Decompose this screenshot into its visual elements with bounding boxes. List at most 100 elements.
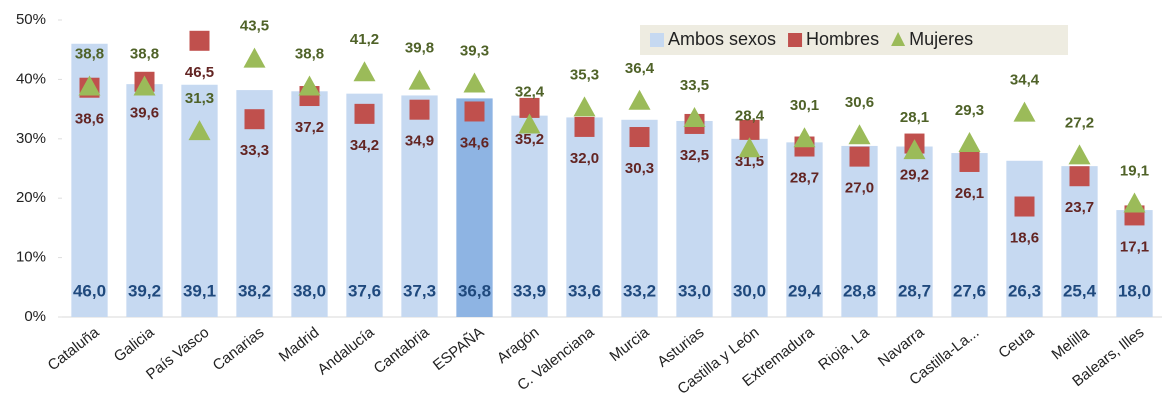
marker — [1123, 192, 1146, 213]
data-label: 33,9 — [513, 281, 546, 300]
data-label: 39,1 — [183, 281, 216, 300]
x-tick-label: Melilla — [1048, 323, 1092, 363]
marker — [573, 96, 596, 117]
x-tick-label: Murcia — [606, 323, 652, 365]
bar — [511, 115, 548, 317]
data-label: 30,1 — [790, 97, 819, 114]
marker — [464, 101, 485, 122]
data-label: 27,6 — [953, 281, 986, 300]
bar — [841, 145, 878, 317]
y-tick-label: 40% — [16, 70, 46, 87]
marker — [574, 116, 595, 137]
x-tick-label: Ceuta — [995, 323, 1038, 361]
data-label: 19,1 — [1120, 163, 1149, 180]
legend-label: Mujeres — [909, 29, 973, 49]
y-tick-label: 50% — [16, 11, 46, 28]
x-tick-label: Galicia — [111, 323, 158, 365]
data-label: 38,8 — [295, 45, 324, 62]
data-label: 27,0 — [845, 180, 874, 197]
data-label: 43,5 — [240, 18, 269, 35]
bar — [951, 153, 988, 317]
data-label: 38,0 — [293, 281, 326, 300]
data-label: 26,3 — [1008, 281, 1041, 300]
data-label: 38,6 — [75, 111, 104, 128]
data-label: 28,7 — [790, 169, 819, 186]
x-tick-label: Rioja, La — [815, 323, 873, 373]
marker — [1068, 144, 1091, 165]
data-label: 30,0 — [733, 281, 766, 300]
marker — [903, 139, 926, 160]
bar — [1061, 166, 1098, 317]
data-label: 29,4 — [788, 281, 822, 300]
data-label: 18,0 — [1118, 281, 1151, 300]
data-label: 46,0 — [73, 281, 106, 300]
data-label: 34,2 — [350, 137, 379, 154]
data-label: 34,6 — [460, 134, 489, 151]
data-label: 34,4 — [1010, 72, 1040, 89]
marker — [629, 127, 650, 148]
marker — [1013, 101, 1036, 122]
data-label: 36,4 — [625, 60, 655, 77]
bar — [1006, 160, 1043, 317]
bar — [896, 146, 933, 317]
data-label: 38,8 — [75, 45, 104, 62]
legend-swatch — [650, 33, 664, 47]
x-tick-label: Navarra — [875, 323, 928, 370]
bar — [1116, 210, 1153, 317]
marker — [849, 146, 870, 167]
marker — [78, 75, 101, 96]
data-label: 29,2 — [900, 167, 929, 184]
marker — [408, 69, 431, 90]
marker — [958, 131, 981, 152]
bar — [731, 138, 768, 317]
bar — [676, 120, 713, 317]
marker — [518, 113, 541, 134]
x-tick-label: Cantabria — [371, 323, 433, 377]
data-label: 17,1 — [1120, 238, 1149, 255]
data-label: 28,4 — [735, 107, 765, 124]
marker — [298, 75, 321, 96]
data-label: 34,9 — [405, 133, 434, 150]
data-label: 32,4 — [515, 84, 545, 101]
data-label: 36,8 — [458, 281, 491, 300]
data-label: 32,5 — [680, 147, 709, 164]
legend-box — [640, 25, 1068, 55]
marker — [243, 47, 266, 68]
data-label: 33,2 — [623, 281, 656, 300]
data-label: 38,2 — [238, 281, 271, 300]
marker — [1069, 166, 1090, 187]
data-label: 25,4 — [1063, 281, 1097, 300]
marker — [1014, 196, 1035, 217]
data-label: 27,2 — [1065, 114, 1094, 131]
marker — [354, 103, 375, 124]
x-tick-label: ESPAÑA — [430, 324, 488, 374]
data-label: 23,7 — [1065, 199, 1094, 216]
bar — [126, 84, 163, 317]
legend-swatch — [788, 33, 803, 47]
data-label: 30,6 — [845, 94, 874, 111]
data-label: 28,1 — [900, 109, 929, 126]
marker — [683, 107, 706, 128]
x-tick-label: Aragón — [494, 324, 543, 367]
data-label: 39,3 — [460, 43, 489, 60]
bar — [566, 117, 603, 317]
marker — [519, 97, 540, 118]
x-tick-label: Cataluña — [45, 323, 103, 374]
data-label: 33,3 — [240, 142, 269, 159]
data-label: 32,0 — [570, 150, 599, 167]
data-label: 18,6 — [1010, 229, 1039, 246]
legend-swatch — [891, 32, 906, 46]
data-label: 37,6 — [348, 281, 381, 300]
data-label: 26,1 — [955, 185, 984, 202]
bar — [291, 91, 328, 317]
data-label: 28,7 — [898, 281, 931, 300]
bar — [401, 95, 438, 317]
y-tick-label: 20% — [16, 189, 46, 206]
x-tick-label: Madrid — [276, 324, 323, 366]
data-label: 33,5 — [680, 77, 709, 94]
bar — [346, 93, 383, 317]
marker — [628, 89, 651, 110]
x-tick-label: Canarias — [210, 324, 268, 374]
y-tick-label: 30% — [16, 130, 46, 147]
